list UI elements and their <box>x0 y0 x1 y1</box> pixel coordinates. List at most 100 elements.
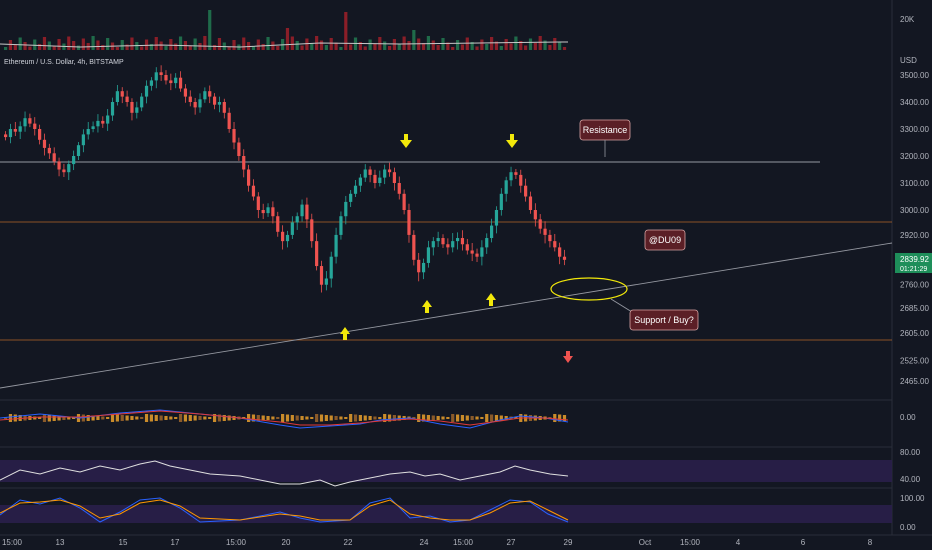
macd-bar <box>475 416 479 420</box>
candle-body <box>417 259 421 273</box>
candle-body <box>130 102 134 113</box>
candle-body <box>412 234 416 260</box>
macd-bar <box>324 415 328 421</box>
price-tick-label: 3400.00 <box>900 98 929 107</box>
watermark-label: @DU09 <box>649 235 681 245</box>
macd-bar <box>470 416 474 420</box>
volume-bar <box>446 42 450 50</box>
candle-body <box>368 169 372 175</box>
candle-body <box>319 266 324 285</box>
volume-bar <box>334 42 338 50</box>
time-tick-label: 4 <box>736 538 741 547</box>
candle-body <box>494 210 499 226</box>
price-tick-label: 2525.00 <box>900 356 929 365</box>
macd-bar <box>421 414 426 422</box>
volume-bar <box>178 36 183 50</box>
macd-bar <box>203 416 207 420</box>
macd-bar <box>212 414 217 422</box>
macd-bar <box>480 417 484 419</box>
volume-bar <box>38 44 42 50</box>
candle-body <box>198 99 202 108</box>
macd-bar <box>451 414 455 422</box>
time-tick-label: Oct <box>639 538 652 547</box>
macd-bar <box>358 415 362 421</box>
macd-bar <box>38 417 42 419</box>
macd-bar <box>319 414 324 422</box>
macd-bar <box>426 415 431 421</box>
volume-bar <box>130 37 134 50</box>
volume-bar <box>509 43 513 50</box>
macd-bar <box>222 415 226 421</box>
candle-body <box>81 134 85 146</box>
resistance-arrow-left <box>400 134 412 148</box>
macd-bar <box>504 416 508 420</box>
volume-bar <box>460 44 465 50</box>
macd-bar <box>169 416 173 420</box>
chart-symbol-title: Ethereum / U.S. Dollar, 4h, BITSTAMP <box>4 59 124 66</box>
candle-body <box>159 72 163 75</box>
candle-body <box>52 153 56 162</box>
macd-bar <box>13 414 17 422</box>
time-tick-label: 15:00 <box>226 538 247 547</box>
candle-body <box>285 234 290 242</box>
candle-body <box>18 126 22 132</box>
support-arrow-2 <box>422 300 432 313</box>
volume-bar <box>349 44 353 50</box>
candle-body <box>353 185 358 194</box>
support-trend-line[interactable] <box>0 242 893 389</box>
macd-bar <box>417 414 421 422</box>
candle-body <box>431 241 435 248</box>
support-callout[interactable]: Support / Buy? <box>629 309 699 331</box>
macd-bar <box>256 415 260 421</box>
candle-body <box>548 234 552 242</box>
volume-bar <box>451 47 455 50</box>
macd-bar <box>412 417 416 419</box>
candle-body <box>436 238 440 242</box>
volume-bar <box>115 47 119 50</box>
volume-bar <box>553 38 557 50</box>
macd-bar <box>120 415 124 421</box>
volume-bar <box>402 36 406 50</box>
macd-bar <box>110 414 115 422</box>
volume-bar <box>208 10 212 50</box>
volume-bar <box>247 42 251 50</box>
volume-bar <box>52 46 56 50</box>
watermark-callout[interactable]: @DU09 <box>644 229 686 251</box>
macd-tick: 0.00 <box>900 413 916 422</box>
candle-body <box>125 96 129 102</box>
candle-body <box>504 180 508 194</box>
candle-body <box>281 231 285 242</box>
volume-bar <box>18 37 22 50</box>
volume-bar <box>101 45 105 50</box>
candle-body <box>8 129 13 138</box>
macd-bar <box>387 414 392 422</box>
macd-bar <box>310 417 314 419</box>
candle-body <box>120 91 124 97</box>
candle-body <box>407 210 411 235</box>
candle-body <box>72 156 76 165</box>
candle-body <box>358 177 362 186</box>
candle-body <box>519 174 523 186</box>
volume-bar <box>319 40 324 50</box>
volume-bar <box>407 41 411 50</box>
macd-bar <box>125 415 129 421</box>
macd-bar <box>562 415 567 421</box>
stoch-tick-low: 0.00 <box>900 523 916 532</box>
time-tick-label: 15 <box>119 538 128 547</box>
candle-body <box>426 247 431 263</box>
candle-body <box>57 161 61 170</box>
volume-ma-line <box>0 41 568 48</box>
resistance-callout[interactable]: Resistance <box>579 119 631 157</box>
macd-bar <box>392 415 396 421</box>
volume-bar <box>81 38 85 50</box>
macd-bar <box>208 417 212 419</box>
volume-bar <box>188 45 192 50</box>
macd-bar <box>149 414 153 422</box>
support-ellipse[interactable] <box>550 277 628 301</box>
volume-bar <box>261 44 265 50</box>
macd-bar <box>383 414 387 422</box>
candle-body <box>373 174 377 183</box>
volume-bar <box>387 46 392 50</box>
volume-bar <box>67 36 71 50</box>
